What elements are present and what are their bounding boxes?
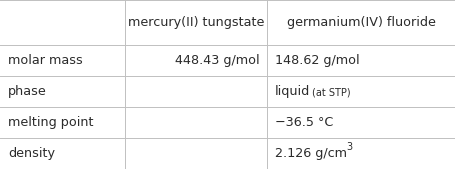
Text: 148.62 g/mol: 148.62 g/mol bbox=[274, 54, 359, 67]
Text: liquid: liquid bbox=[274, 85, 309, 98]
Text: −36.5 °C: −36.5 °C bbox=[274, 116, 333, 129]
Text: 3: 3 bbox=[346, 142, 352, 152]
Text: 2.126 g/cm: 2.126 g/cm bbox=[274, 147, 346, 160]
Text: density: density bbox=[8, 147, 55, 160]
Text: 448.43 g/mol: 448.43 g/mol bbox=[175, 54, 259, 67]
Text: phase: phase bbox=[8, 85, 47, 98]
Text: (at STP): (at STP) bbox=[312, 88, 350, 98]
Text: mercury(II) tungstate: mercury(II) tungstate bbox=[127, 16, 264, 29]
Text: germanium(IV) fluoride: germanium(IV) fluoride bbox=[286, 16, 435, 29]
Text: molar mass: molar mass bbox=[8, 54, 83, 67]
Text: melting point: melting point bbox=[8, 116, 94, 129]
